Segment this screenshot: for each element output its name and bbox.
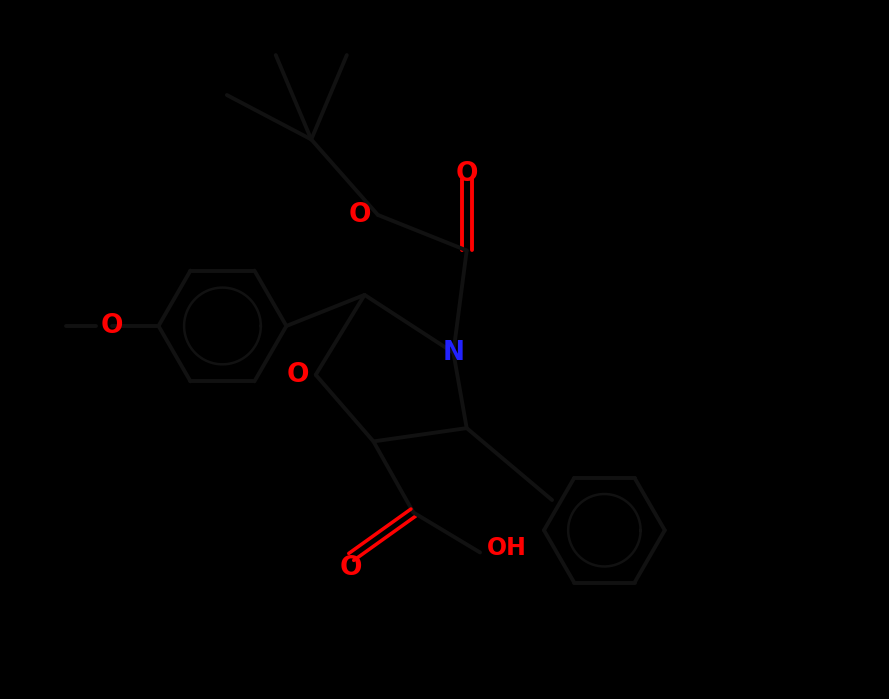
Text: O: O — [286, 362, 309, 388]
Text: OH: OH — [487, 536, 526, 560]
Text: N: N — [443, 340, 464, 366]
Text: O: O — [348, 202, 372, 228]
Text: O: O — [340, 556, 363, 582]
Text: O: O — [101, 313, 124, 339]
Text: O: O — [455, 161, 478, 187]
